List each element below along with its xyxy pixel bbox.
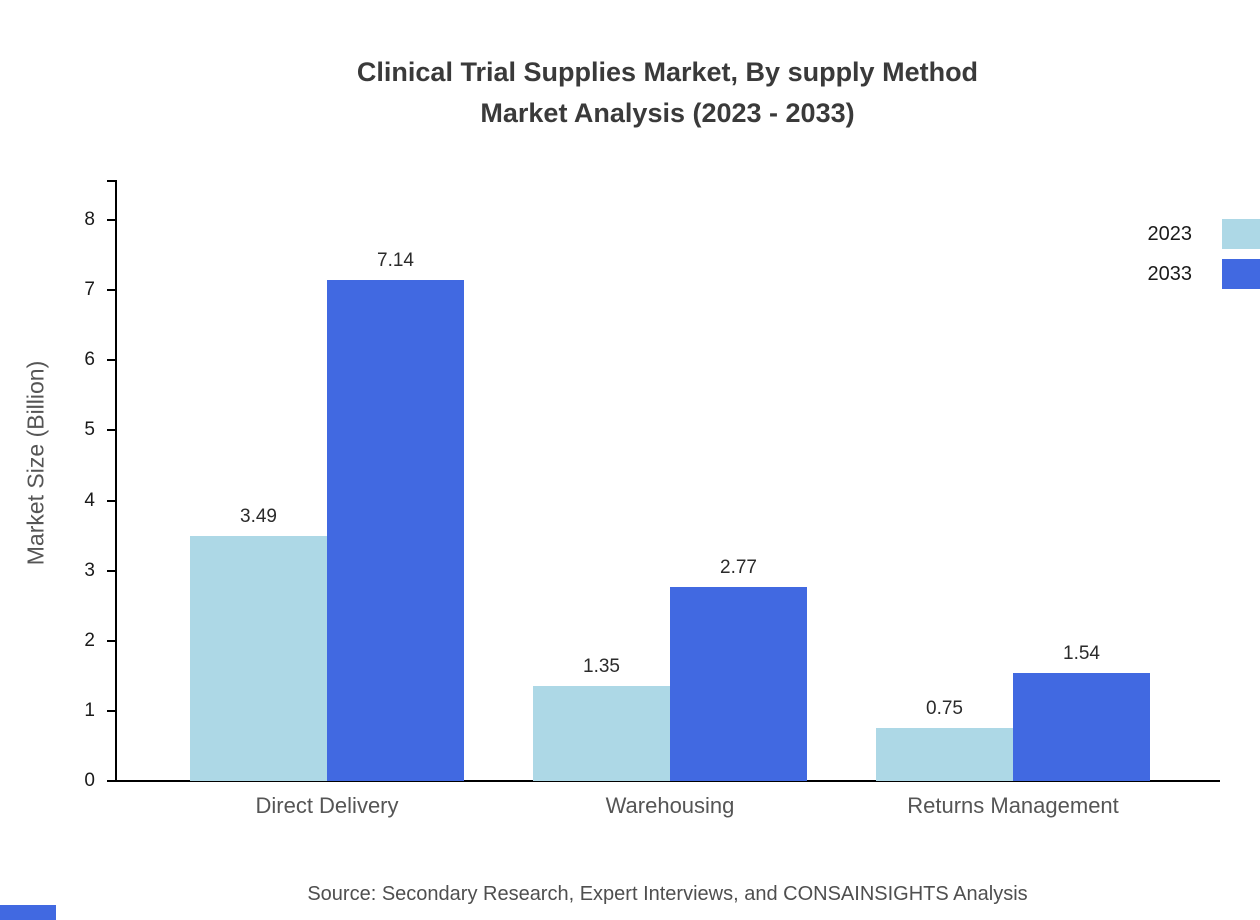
y-tick: [107, 709, 115, 712]
legend-swatch-2033: [1222, 259, 1260, 289]
bar-2033-returns-management: [1013, 673, 1150, 781]
y-tick: [107, 639, 115, 642]
chart-title: Clinical Trial Supplies Market, By suppl…: [115, 52, 1220, 134]
y-tick: [107, 289, 115, 292]
legend-label-2023: 2023: [1147, 222, 1193, 245]
x-category-label: Warehousing: [605, 793, 735, 818]
bar-2033-direct-delivery: [327, 280, 464, 781]
bar-2023-direct-delivery: [190, 536, 327, 781]
bar-value-label: 3.49: [240, 506, 277, 528]
y-tick-label: 1: [84, 699, 95, 721]
bar-2033-warehousing: [670, 586, 807, 781]
y-tick-label: 4: [84, 489, 95, 511]
y-axis-top-tick: [107, 180, 115, 182]
y-axis-title: Market Size (Billion): [22, 360, 49, 566]
legend-label-2033: 2033: [1147, 262, 1193, 285]
y-tick: [107, 429, 115, 432]
y-tick: [107, 499, 115, 502]
bar-value-label: 0.75: [926, 698, 963, 720]
y-tick-label: 2: [84, 629, 95, 651]
plot-area: 0 1 2 3 4 5 6 7 8 3.49 7.14 Direct Delivery 1.35 2.77…: [84, 180, 1220, 818]
x-axis-line: [107, 780, 1220, 782]
legend-row-2023: 2023: [1148, 219, 1260, 249]
y-axis-line: [115, 180, 117, 782]
y-tick-label: 7: [84, 279, 95, 301]
y-tick: [107, 219, 115, 221]
bar-value-label: 2.77: [720, 556, 757, 578]
bar-value-label: 1.54: [1063, 643, 1100, 665]
bar-2023-returns-management: [876, 728, 1013, 781]
y-tick-label: 3: [84, 559, 95, 581]
x-category-label: Returns Management: [907, 793, 1119, 818]
source-note: Source: Secondary Research, Expert Inter…: [307, 883, 1028, 905]
bar-2023-warehousing: [533, 686, 670, 781]
x-category-label: Direct Delivery: [255, 793, 399, 818]
y-tick-label: 0: [84, 770, 95, 791]
bar-value-label: 1.35: [583, 656, 620, 678]
legend-swatch-2023: [1222, 219, 1260, 249]
y-tick: [107, 569, 115, 572]
brand-mark: [0, 905, 56, 920]
bar-value-label: 7.14: [377, 250, 414, 272]
chart-title-line2: Market Analysis (2023 - 2033): [480, 98, 855, 128]
chart-title-line1: Clinical Trial Supplies Market, By suppl…: [356, 57, 979, 87]
y-tick: [107, 359, 115, 362]
y-tick-label: 8: [84, 209, 95, 230]
y-tick: [107, 780, 115, 782]
y-tick-label: 5: [84, 419, 95, 441]
y-tick-label: 6: [84, 349, 95, 371]
legend-row-2033: 2033: [1148, 259, 1260, 289]
legend: 2023 2033: [1148, 219, 1260, 289]
